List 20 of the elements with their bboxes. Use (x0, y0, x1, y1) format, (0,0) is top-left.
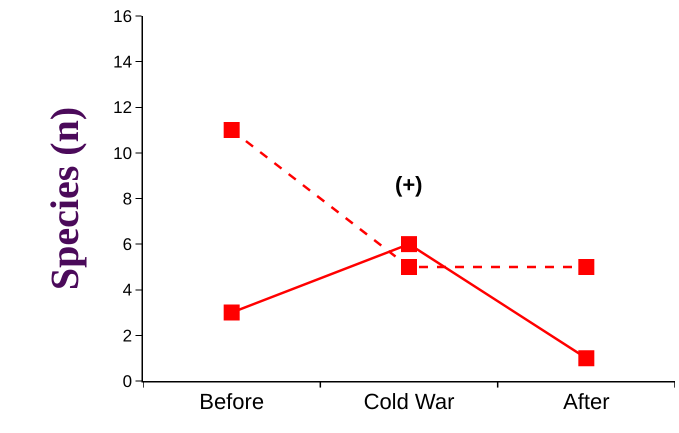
y-tick-label: 10 (113, 144, 132, 163)
y-tick-label: 12 (113, 98, 132, 118)
point (578, 258, 594, 275)
y-tick-label: 8 (122, 189, 132, 208)
y-tick-label: 16 (113, 6, 132, 26)
y-tick-label: 14 (113, 52, 132, 72)
x-tick-label: Cold War (364, 388, 454, 414)
annotation: (+) (395, 172, 422, 197)
x-tick-label: Before (199, 388, 264, 414)
point (578, 350, 594, 366)
x-tick-label: After (563, 388, 610, 414)
y-tick-label: 6 (122, 235, 132, 254)
y-axis-title: Species (n) (42, 106, 87, 290)
point (401, 258, 417, 275)
y-tick-label: 2 (122, 326, 132, 346)
point (224, 304, 240, 321)
point (401, 236, 417, 252)
y-tick-label: 0 (122, 372, 132, 391)
point (224, 122, 240, 138)
y-tick-label: 4 (122, 280, 132, 300)
